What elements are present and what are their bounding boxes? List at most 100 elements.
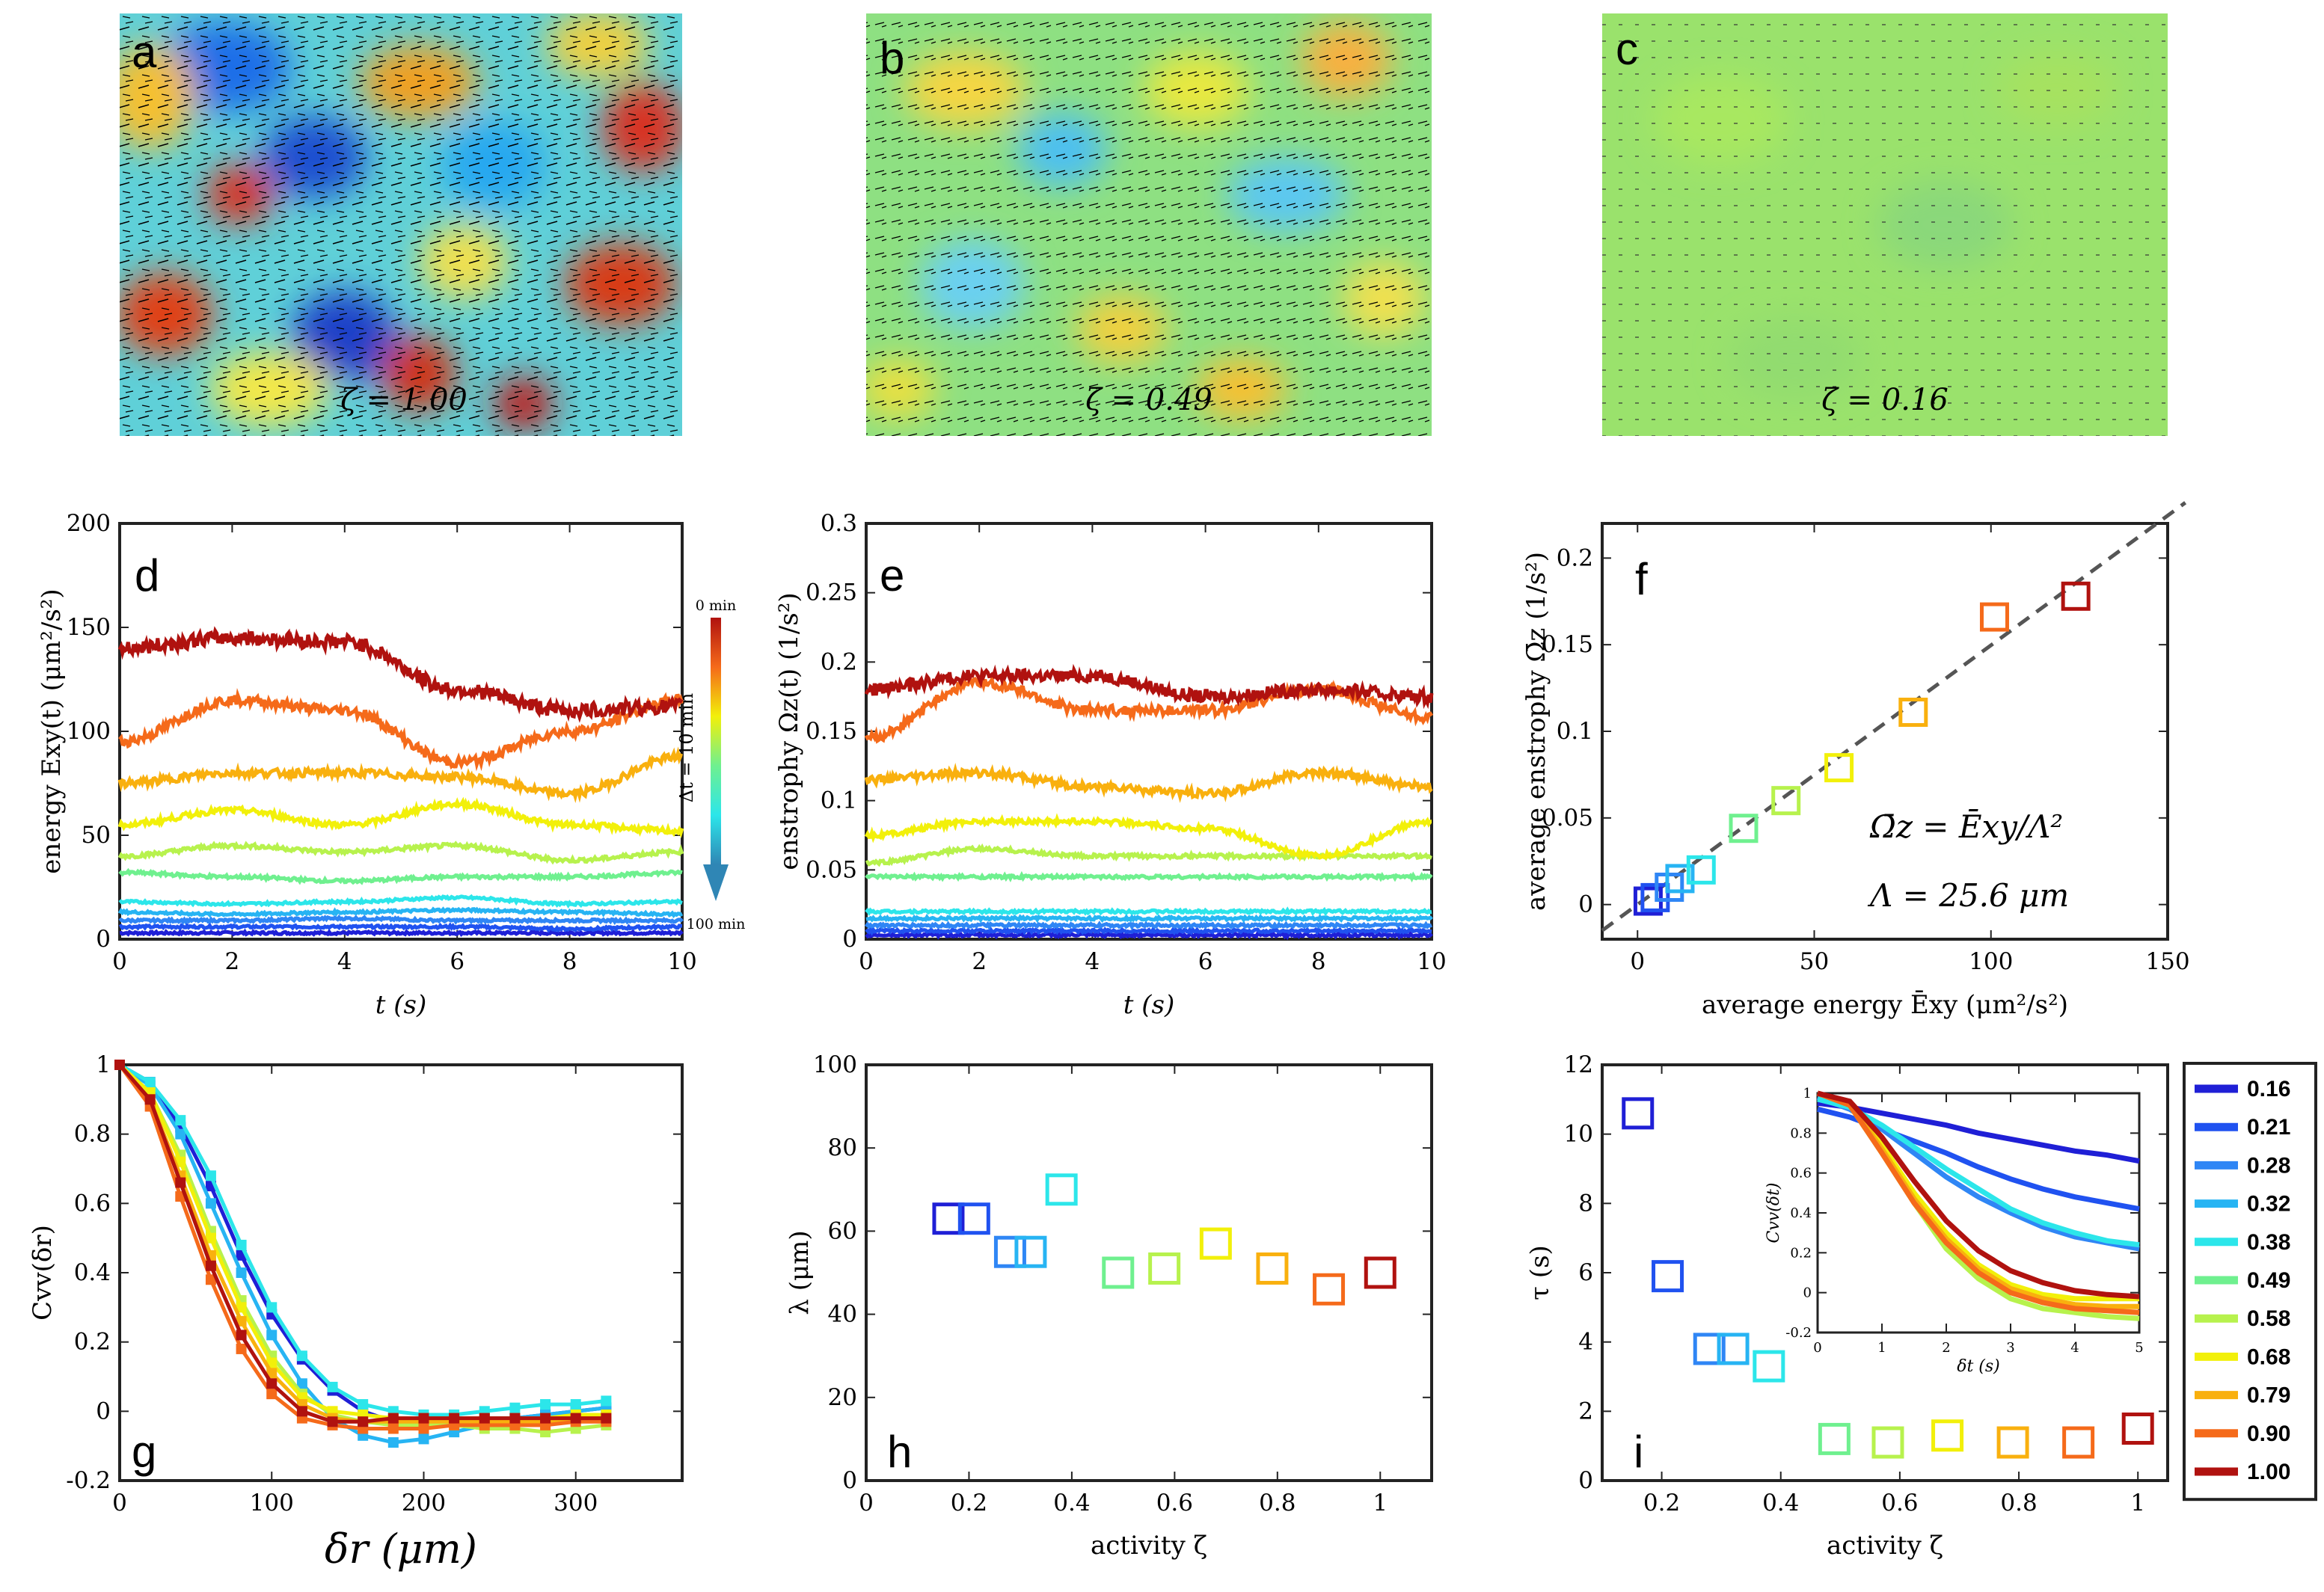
y-tick-label: 20 [828,1384,857,1411]
data-point-0.90 [205,1274,216,1285]
x-tick-label: 0.8 [2000,1490,2037,1516]
data-marker-1.00 [2061,581,2091,611]
data-point-0.38 [509,1402,521,1413]
data-marker-0.38 [1686,855,1716,885]
x-tick-label: 50 [1800,948,1829,975]
x-tick-label: 0 [859,1490,874,1516]
y-tick-label: 0 [1578,1467,1593,1494]
panel-label-f: f [1635,554,1648,604]
y-tick-label: 100 [67,718,111,745]
x-tick-label: 1 [1877,1340,1886,1356]
y-tick-label: 0 [96,926,111,953]
inset-line-0.90 [1816,1090,2140,1315]
y-tick-label: 6 [1578,1259,1593,1286]
x-tick-label: 2 [225,948,240,975]
colorbar-bottom-label: 100 min [687,916,746,932]
y-tick-label: 0 [1803,1285,1812,1301]
y-tick-label: -0.2 [66,1467,111,1494]
x-tick-label: 0.8 [1259,1490,1296,1516]
y-tick-label: 0.4 [1790,1205,1812,1221]
data-marker-0.49 [1729,814,1759,843]
y-tick-label: 0 [1578,891,1593,918]
y-tick-label: 4 [1578,1329,1593,1356]
x-tick-label: 0.4 [1762,1490,1799,1516]
data-point-1.00 [570,1413,581,1424]
plot-frame [865,522,1433,941]
data-point-0.79 [266,1368,278,1379]
y-tick-label: 0.2 [1790,1245,1812,1261]
y-tick-label: 12 [1564,1051,1593,1078]
legend-label-0.58: 0.58 [2247,1306,2290,1331]
legend-label-0.79: 0.79 [2247,1383,2290,1408]
data-point-1.00 [266,1378,278,1389]
y-axis-label: energy Exy(t) (μm²/s²) [37,588,67,873]
panel-label-d: d [135,550,159,600]
data-point-0.32 [387,1437,399,1448]
series-line-0.58 [117,840,684,865]
series-line-0.28 [118,914,684,926]
y-tick-label: 40 [828,1301,857,1328]
data-point-1.00 [114,1060,125,1070]
data-point-1.00 [144,1094,156,1105]
x-tick-label: 4 [2070,1340,2079,1356]
panel-label-h: h [887,1427,912,1477]
y-tick-label: 0.2 [821,648,857,675]
panel-label-c: c [1616,24,1638,74]
x-tick-label: 0.6 [1156,1490,1193,1516]
x-axis-label: t (s) [375,990,426,1020]
y-axis-label: λ (μm) [785,1230,815,1315]
data-point-1.00 [509,1413,521,1424]
data-point-1.00 [449,1413,460,1424]
data-point-1.00 [358,1416,369,1427]
series-line-1.00 [864,663,1434,710]
x-axis-label: t (s) [1123,990,1174,1020]
data-point-0.68 [236,1302,247,1313]
series-line-0.90 [118,688,684,772]
x-tick-label: 0 [1630,948,1645,975]
panel-label-i: i [1634,1427,1643,1477]
data-marker-0.16 [1622,1097,1655,1130]
zeta-label-b: ζ = 0.49 [1085,383,1212,417]
data-point-1.00 [418,1413,429,1424]
data-point-0.32 [236,1267,247,1278]
legend-label-0.21: 0.21 [2247,1115,2290,1140]
inset-x-label: δt (s) [1957,1357,2000,1376]
data-point-0.90 [236,1343,247,1354]
y-tick-label: 0.15 [1542,631,1593,658]
x-tick-label: 0 [112,1490,127,1516]
y-axis-label: average enstrophy Ω̄z (1/s²) [1521,552,1551,911]
panel-label-a: a [132,27,157,77]
inset-line-0.38 [1817,1096,2140,1248]
x-tick-label: 4 [1085,948,1100,975]
x-tick-label: 0 [1813,1340,1821,1356]
y-tick-label: 60 [828,1217,857,1244]
data-marker-0.32 [1717,1333,1750,1365]
y-tick-label: 0.6 [1790,1166,1812,1181]
x-tick-label: 8 [1311,948,1326,975]
data-point-0.90 [387,1423,399,1434]
x-tick-label: 100 [250,1490,294,1516]
x-axis-label: activity ζ [1091,1531,1207,1561]
colorbar-mid-label: Δt = 10 min [676,693,697,802]
data-marker-0.16 [932,1202,965,1235]
chart-h: 0 0.2 0.4 0.6 0.8 1 0 20 40 60 80 100 activity ζ λ (μ… [785,1051,1433,1561]
fit-equation: Ω̄z = Ēxy/Λ² [1869,808,2063,845]
x-tick-label: 150 [2145,948,2189,975]
x-tick-label: 6 [1198,948,1213,975]
inset-line-1.00 [1817,1090,2140,1300]
colorbar-top-label: 0 min [696,597,736,614]
x-axis-label: activity ζ [1827,1531,1943,1561]
y-tick-label: 0.8 [74,1121,111,1148]
y-tick-label: 0 [842,1467,857,1494]
inset-line-0.16 [1817,1100,2140,1164]
x-tick-label: 5 [2135,1340,2143,1356]
series-line-0.21 [865,926,1432,936]
data-point-0.90 [266,1389,278,1400]
data-point-0.38 [205,1170,216,1181]
y-tick-label: 0.2 [1557,544,1593,571]
legend-frame [2183,1062,2317,1502]
